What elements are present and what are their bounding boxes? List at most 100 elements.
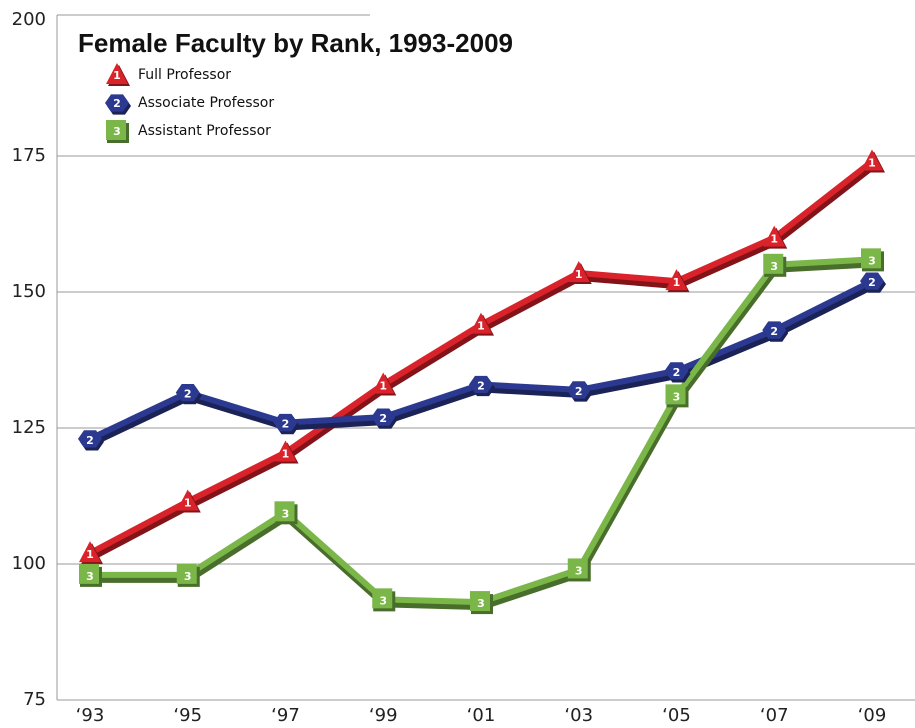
marker: 2 xyxy=(175,383,202,405)
marker: 3 xyxy=(79,563,102,587)
marker: 1 xyxy=(567,260,592,284)
marker-shape xyxy=(106,120,126,140)
marker-label: 1 xyxy=(184,496,192,509)
marker-shape xyxy=(567,260,590,282)
marker-label: 1 xyxy=(770,233,778,246)
y-tick-label: 175 xyxy=(12,145,46,166)
y-tick-label: 125 xyxy=(12,417,46,438)
marker: 2 xyxy=(566,381,593,402)
marker-shape xyxy=(106,63,128,84)
chart-title: Female Faculty by Rank, 1993-2009 xyxy=(78,28,513,58)
marker: 3 xyxy=(372,588,396,612)
y-tick-label: 200 xyxy=(12,9,46,30)
marker-shape xyxy=(763,225,786,247)
legend-marker-label: 3 xyxy=(113,125,121,138)
marker: 1 xyxy=(861,149,885,173)
line-shadow xyxy=(89,281,875,447)
marker-label: 1 xyxy=(673,276,681,289)
marker: 3 xyxy=(470,591,493,615)
marker-shape xyxy=(105,94,129,112)
marker-shape xyxy=(763,253,784,274)
marker-shape xyxy=(79,563,99,584)
marker-shape xyxy=(860,272,884,290)
marker-shape xyxy=(469,375,493,394)
marker-shape xyxy=(79,541,101,563)
marker-label: 2 xyxy=(575,385,583,398)
marker-label: 2 xyxy=(379,412,387,425)
marker-shape xyxy=(78,430,102,448)
marker: 2 xyxy=(371,408,398,429)
marker: 1 xyxy=(176,489,201,513)
marker: 2 xyxy=(860,272,886,293)
marker-label: 3 xyxy=(282,507,290,520)
marker-label: 2 xyxy=(477,379,485,392)
marker-label: 2 xyxy=(868,276,876,289)
legend-label: Full Professor xyxy=(138,67,231,83)
marker-label: 2 xyxy=(282,418,290,431)
legend-marker-label: 1 xyxy=(113,69,121,82)
marker-shape xyxy=(470,312,492,334)
marker-label: 1 xyxy=(575,268,583,281)
y-tick-label: 75 xyxy=(23,689,46,710)
marker: 2 xyxy=(105,94,131,115)
marker-label: 1 xyxy=(379,379,387,392)
legend-label: Assistant Professor xyxy=(138,123,271,139)
marker-label: 2 xyxy=(673,366,681,379)
marker-label: 2 xyxy=(86,434,94,447)
x-tick-label: ‘97 xyxy=(271,705,300,726)
marker-shape xyxy=(273,413,298,432)
line-shadow xyxy=(89,162,876,561)
grid: 75 100 125 150 175 200 ‘93 ‘95 ‘97 ‘99 ‘01 ‘03 ‘05 ‘0… xyxy=(12,9,915,726)
x-tick-label: ‘05 xyxy=(662,705,691,726)
marker-shape xyxy=(861,149,883,171)
marker-shape xyxy=(566,381,591,399)
marker-label: 2 xyxy=(184,388,192,401)
y-tick-label: 100 xyxy=(12,553,46,574)
marker-shape xyxy=(861,248,881,269)
marker: 3 xyxy=(176,563,200,587)
marker: 2 xyxy=(78,430,104,451)
marker-label: 3 xyxy=(575,564,583,577)
legend-label: Associate Professor xyxy=(138,95,274,111)
marker-shape xyxy=(470,591,490,612)
legend: 1 Full Professor 2 Associate Professor 3 Assi… xyxy=(105,63,274,143)
marker-shape xyxy=(372,588,393,609)
x-tick-label: ‘09 xyxy=(858,705,887,726)
marker-label: 3 xyxy=(868,254,876,267)
x-tick-label: ‘03 xyxy=(564,705,593,726)
x-tick-label: ‘99 xyxy=(369,705,398,726)
marker: 1 xyxy=(470,312,494,336)
marker-shape xyxy=(175,383,200,402)
marker: 1 xyxy=(274,440,299,464)
marker: 2 xyxy=(762,321,789,342)
marker: 3 xyxy=(763,253,787,277)
markers: 1 1 1 1 1 1 1 1 1 2 2 2 2 2 2 2 2 2 3 3 3 3 3 3 3 3 3 xyxy=(78,149,886,615)
marker-label: 3 xyxy=(86,570,94,583)
marker: 1 xyxy=(79,541,103,565)
x-tick-label: ‘01 xyxy=(467,705,496,726)
marker: 3 xyxy=(567,558,591,582)
series-line xyxy=(88,159,874,556)
marker: 2 xyxy=(469,375,495,397)
marker: 1 xyxy=(106,63,130,86)
series-line xyxy=(88,278,874,442)
x-tick-label: ‘07 xyxy=(760,705,789,726)
series-line xyxy=(90,256,873,606)
marker-shape xyxy=(176,489,199,511)
x-tick-label: ‘95 xyxy=(173,705,202,726)
marker: 3 xyxy=(106,120,129,143)
marker-label: 1 xyxy=(282,447,290,460)
marker-label: 3 xyxy=(770,260,778,273)
marker-label: 1 xyxy=(86,548,94,561)
marker-label: 3 xyxy=(477,597,485,610)
marker-shape xyxy=(665,269,688,291)
marker-label: 2 xyxy=(770,325,778,338)
marker-label: 1 xyxy=(868,156,876,169)
marker-shape xyxy=(664,362,689,380)
marker-label: 3 xyxy=(184,570,192,583)
marker-shape xyxy=(372,372,395,394)
marker: 3 xyxy=(665,384,689,408)
legend-marker-label: 2 xyxy=(113,97,121,110)
marker: 2 xyxy=(664,362,691,383)
